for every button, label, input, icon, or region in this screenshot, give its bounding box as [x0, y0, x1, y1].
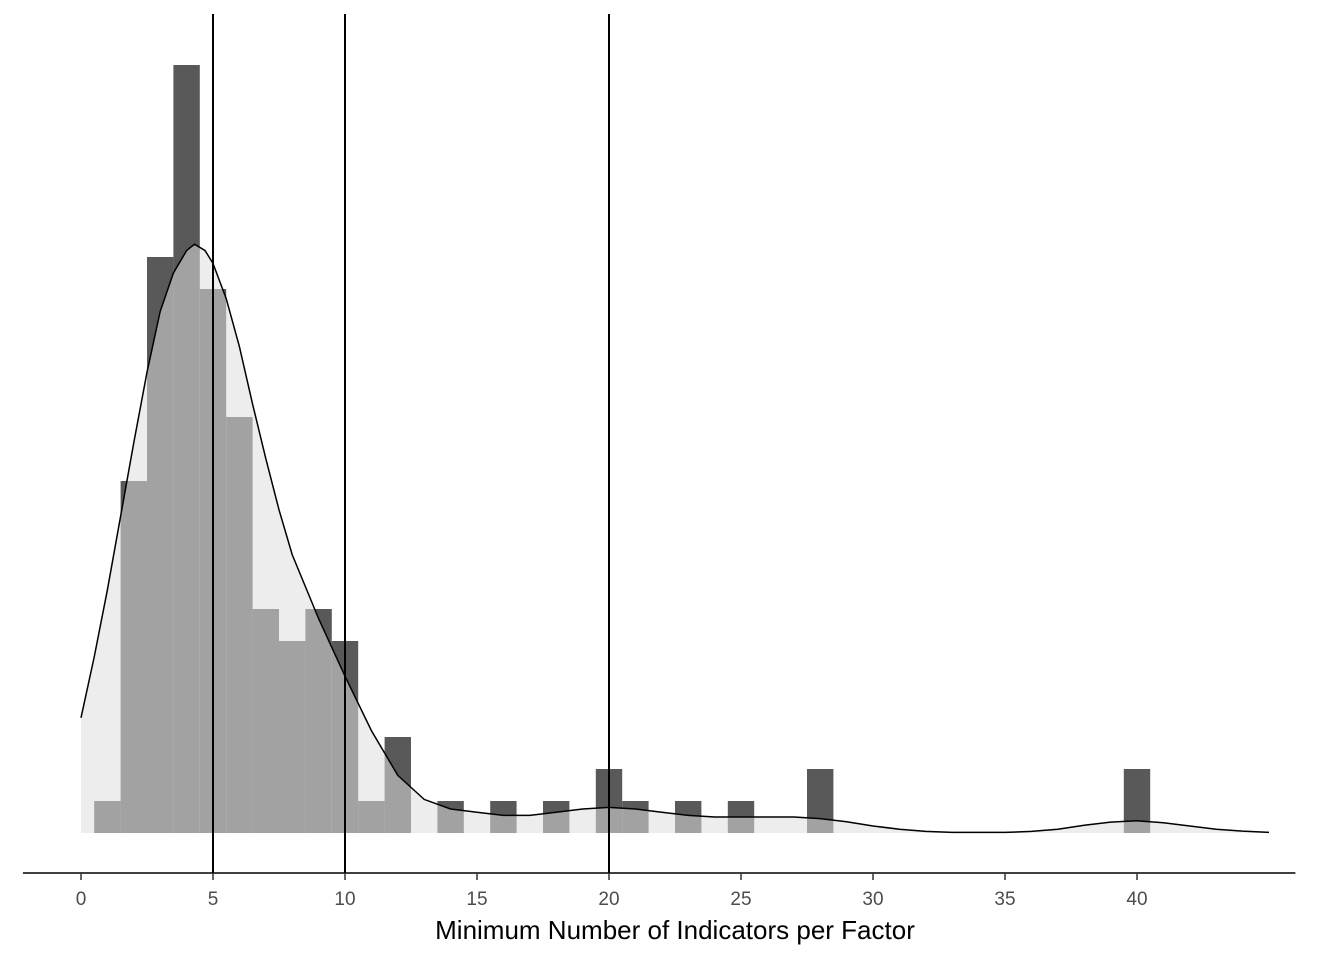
reference-lines	[212, 14, 610, 873]
x-tick-label-10: 10	[334, 889, 355, 910]
x-tick-label-15: 15	[466, 889, 487, 910]
density-line	[80, 243, 1270, 834]
x-axis: 0 5 10 15 20 25 30 35 40	[22, 872, 1296, 910]
x-tick-label-0: 0	[76, 889, 87, 910]
x-tick-label-5: 5	[208, 889, 219, 910]
x-tick-label-20: 20	[598, 889, 619, 910]
x-tick-label-25: 25	[730, 889, 751, 910]
x-axis-title: Minimum Number of Indicators per Factor	[435, 915, 915, 945]
x-tick-label-35: 35	[994, 889, 1015, 910]
x-tick-label-30: 30	[862, 889, 883, 910]
density-area	[81, 244, 1269, 833]
density-curve-layer	[80, 243, 1270, 834]
x-tick-label-40: 40	[1126, 889, 1147, 910]
